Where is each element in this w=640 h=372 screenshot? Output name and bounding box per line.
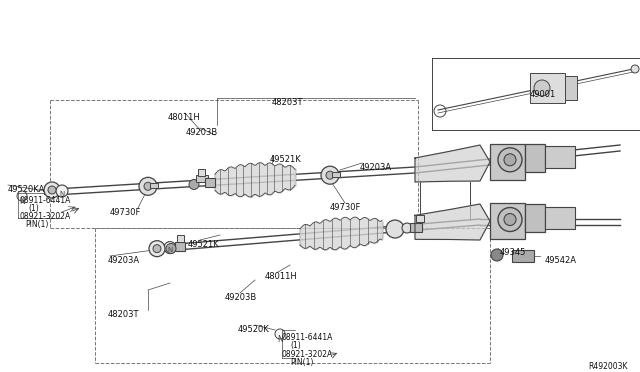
Text: 49521K: 49521K [270, 155, 301, 164]
Polygon shape [415, 145, 490, 182]
Circle shape [56, 185, 68, 197]
Circle shape [149, 241, 165, 257]
Bar [512, 250, 534, 262]
Text: 49730F: 49730F [110, 208, 141, 217]
Text: 49520K: 49520K [238, 325, 269, 334]
Text: 49345: 49345 [500, 248, 526, 257]
Text: 49203A: 49203A [360, 163, 392, 172]
Bar [196, 175, 208, 182]
Text: 08921-3202A: 08921-3202A [20, 212, 71, 221]
Text: R492003K: R492003K [589, 362, 628, 371]
Circle shape [189, 180, 199, 189]
Circle shape [139, 177, 157, 195]
Circle shape [144, 182, 152, 190]
Circle shape [504, 154, 516, 166]
Text: 49203B: 49203B [186, 128, 218, 137]
Text: N: N [60, 191, 65, 197]
Text: 49203A: 49203A [108, 256, 140, 265]
Text: N: N [19, 197, 25, 206]
Bar [530, 73, 565, 103]
Bar [490, 203, 525, 239]
Circle shape [164, 241, 176, 254]
Circle shape [504, 214, 516, 225]
Text: 49730F: 49730F [330, 203, 362, 212]
Bar [177, 235, 184, 242]
Text: 08921-3202A: 08921-3202A [282, 350, 333, 359]
Bar [490, 144, 525, 180]
Circle shape [48, 186, 56, 194]
Bar [332, 172, 340, 177]
Circle shape [386, 220, 404, 238]
Text: 08911-6441A: 08911-6441A [20, 196, 72, 205]
Text: 49521K: 49521K [188, 240, 220, 249]
Text: (1): (1) [28, 204, 39, 213]
Circle shape [498, 208, 522, 231]
Text: PIN(1): PIN(1) [25, 220, 49, 229]
Text: 49001: 49001 [530, 90, 556, 99]
Circle shape [153, 245, 161, 253]
Bar [198, 169, 205, 176]
Text: (1): (1) [290, 341, 301, 350]
Polygon shape [415, 204, 490, 240]
Bar [416, 215, 424, 222]
Circle shape [498, 148, 522, 172]
Text: 49520KA: 49520KA [8, 185, 45, 194]
Circle shape [631, 65, 639, 73]
Circle shape [402, 223, 412, 233]
Text: 48011H: 48011H [265, 272, 298, 281]
Text: 49203B: 49203B [225, 293, 257, 302]
Bar [410, 223, 422, 232]
Bar [525, 144, 545, 172]
Bar [205, 178, 215, 187]
Text: 48203T: 48203T [108, 310, 140, 319]
Circle shape [44, 182, 60, 198]
Bar [150, 183, 158, 188]
Text: 48203T: 48203T [272, 98, 303, 107]
Text: N: N [168, 247, 173, 253]
Circle shape [491, 249, 503, 261]
Circle shape [321, 166, 339, 184]
Circle shape [534, 80, 550, 96]
Bar [545, 146, 575, 168]
Text: N: N [277, 335, 283, 344]
Text: 49542A: 49542A [545, 256, 577, 265]
Bar [175, 242, 185, 251]
Circle shape [166, 244, 176, 253]
Circle shape [326, 171, 334, 179]
Text: PIN(1): PIN(1) [290, 358, 314, 367]
Bar [565, 76, 577, 100]
Bar [545, 206, 575, 229]
Text: 48011H: 48011H [168, 113, 201, 122]
Bar [525, 204, 545, 232]
Text: 08911-6441A: 08911-6441A [282, 333, 333, 342]
